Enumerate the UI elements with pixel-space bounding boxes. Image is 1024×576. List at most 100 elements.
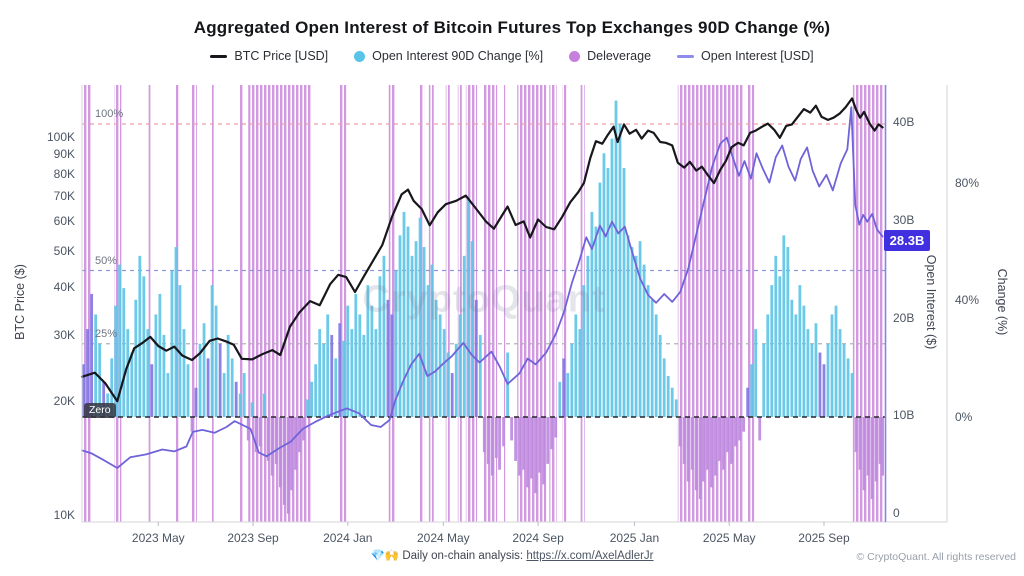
btc-axis-tick-label: 90K <box>53 147 75 162</box>
legend-item-0[interactable]: BTC Price [USD] <box>210 49 328 63</box>
change-bar <box>162 334 166 417</box>
deleverage-stripe <box>114 85 122 522</box>
oi-axis-title: Open Interest ($) <box>924 254 938 350</box>
ref-line-label: 25% <box>95 327 118 340</box>
change-bar <box>330 334 334 417</box>
change-bar <box>570 343 574 417</box>
change-bar <box>422 247 426 417</box>
ref-line-label: 100% <box>95 108 124 120</box>
btc-price-line <box>80 97 884 403</box>
change-bar <box>414 241 418 417</box>
change-bar <box>522 417 526 470</box>
page-title: Aggregated Open Interest of Bitcoin Futu… <box>193 18 831 37</box>
change-bar <box>166 373 170 417</box>
change-bar <box>314 364 318 417</box>
legend-item-3[interactable]: Open Interest [USD] <box>677 49 814 63</box>
change-bar <box>730 417 734 464</box>
footer-link[interactable]: https://x.com/AxelAdlerJr <box>526 550 654 562</box>
change-bar <box>194 387 198 417</box>
change-bar <box>830 314 834 417</box>
legend-item-1[interactable]: Open Interest 90D Change [%] <box>354 49 543 63</box>
change-bar <box>514 417 518 461</box>
change-bar <box>578 329 582 417</box>
change-bar <box>406 226 410 417</box>
btc-axis-tick-label: 70K <box>53 188 75 203</box>
legend-item-2[interactable]: Deleverage <box>569 49 651 63</box>
change-bar <box>758 417 762 441</box>
change-bar <box>430 264 434 417</box>
change-bar <box>670 387 674 417</box>
change-bar <box>706 417 709 470</box>
change-bar <box>370 305 374 417</box>
deleverage-stripe <box>445 85 450 522</box>
change-bar <box>662 358 666 417</box>
deleverage-stripe <box>562 85 567 522</box>
change-bar <box>186 364 190 417</box>
change-bar <box>122 288 126 417</box>
change-bar <box>222 373 226 417</box>
change-bar <box>626 235 630 417</box>
change-bar <box>242 373 246 417</box>
x-axis-tick-label: 2024 Jan <box>323 531 373 545</box>
change-bar <box>794 314 798 417</box>
change-bar <box>734 417 738 447</box>
change-bar <box>518 417 522 476</box>
change-bar <box>610 138 614 417</box>
change-bar <box>638 241 642 417</box>
change-bar <box>590 211 594 417</box>
legend-label: BTC Price [USD] <box>234 49 329 63</box>
change-bar <box>822 364 826 417</box>
change-bar <box>654 314 658 417</box>
change-bar <box>642 264 646 417</box>
change-bar <box>694 417 698 491</box>
change-bar <box>418 217 422 417</box>
change-bar <box>538 417 542 473</box>
change-bar <box>442 329 446 417</box>
change-bar <box>386 299 390 417</box>
change-axis-title: Change (%) <box>995 268 1009 336</box>
change-bar <box>90 293 94 417</box>
change-bar <box>870 417 874 500</box>
change-bar <box>170 270 174 417</box>
oi-axis-tick-label: 20B <box>893 310 915 325</box>
oi-last-value-badge: 28.3B <box>884 230 930 251</box>
change-bar <box>334 358 338 417</box>
btc-axis-tick-label: 40K <box>53 280 75 295</box>
change-bar <box>238 393 242 417</box>
change-bar <box>102 381 106 417</box>
oi-axis-tick-label: 40B <box>893 115 915 129</box>
btc-axis-tick-label: 20K <box>53 394 75 409</box>
change-bar <box>858 417 862 470</box>
change-bar <box>754 329 758 417</box>
change-bar <box>818 352 822 417</box>
change-bar <box>434 299 438 417</box>
deleverage-stripe <box>239 85 243 522</box>
change-bar <box>766 314 770 417</box>
change-bar <box>770 285 774 417</box>
change-bar <box>426 285 430 417</box>
change-bar <box>842 343 846 417</box>
change-bar <box>498 417 501 470</box>
deleverage-stripe <box>83 85 91 522</box>
change-bar <box>722 417 725 470</box>
change-axis-tick-label: 40% <box>955 292 980 307</box>
change-bar <box>458 314 462 417</box>
deleverage-stripe <box>549 85 557 522</box>
change-bar <box>318 329 322 417</box>
change-bar <box>878 417 882 464</box>
change-bar <box>286 417 290 514</box>
change-bar <box>494 417 498 459</box>
change-bar <box>214 305 218 417</box>
x-axis-tick-label: 2024 Sep <box>512 531 564 545</box>
change-bar <box>262 393 266 417</box>
change-bar <box>410 255 414 417</box>
change-bar <box>338 323 342 417</box>
change-bar <box>486 417 490 464</box>
change-bar <box>118 264 122 417</box>
change-bar <box>634 255 638 417</box>
change-bar <box>490 417 494 476</box>
change-bar <box>850 373 854 417</box>
change-bar <box>862 417 866 491</box>
change-bar <box>482 417 486 453</box>
change-bar <box>690 417 694 470</box>
